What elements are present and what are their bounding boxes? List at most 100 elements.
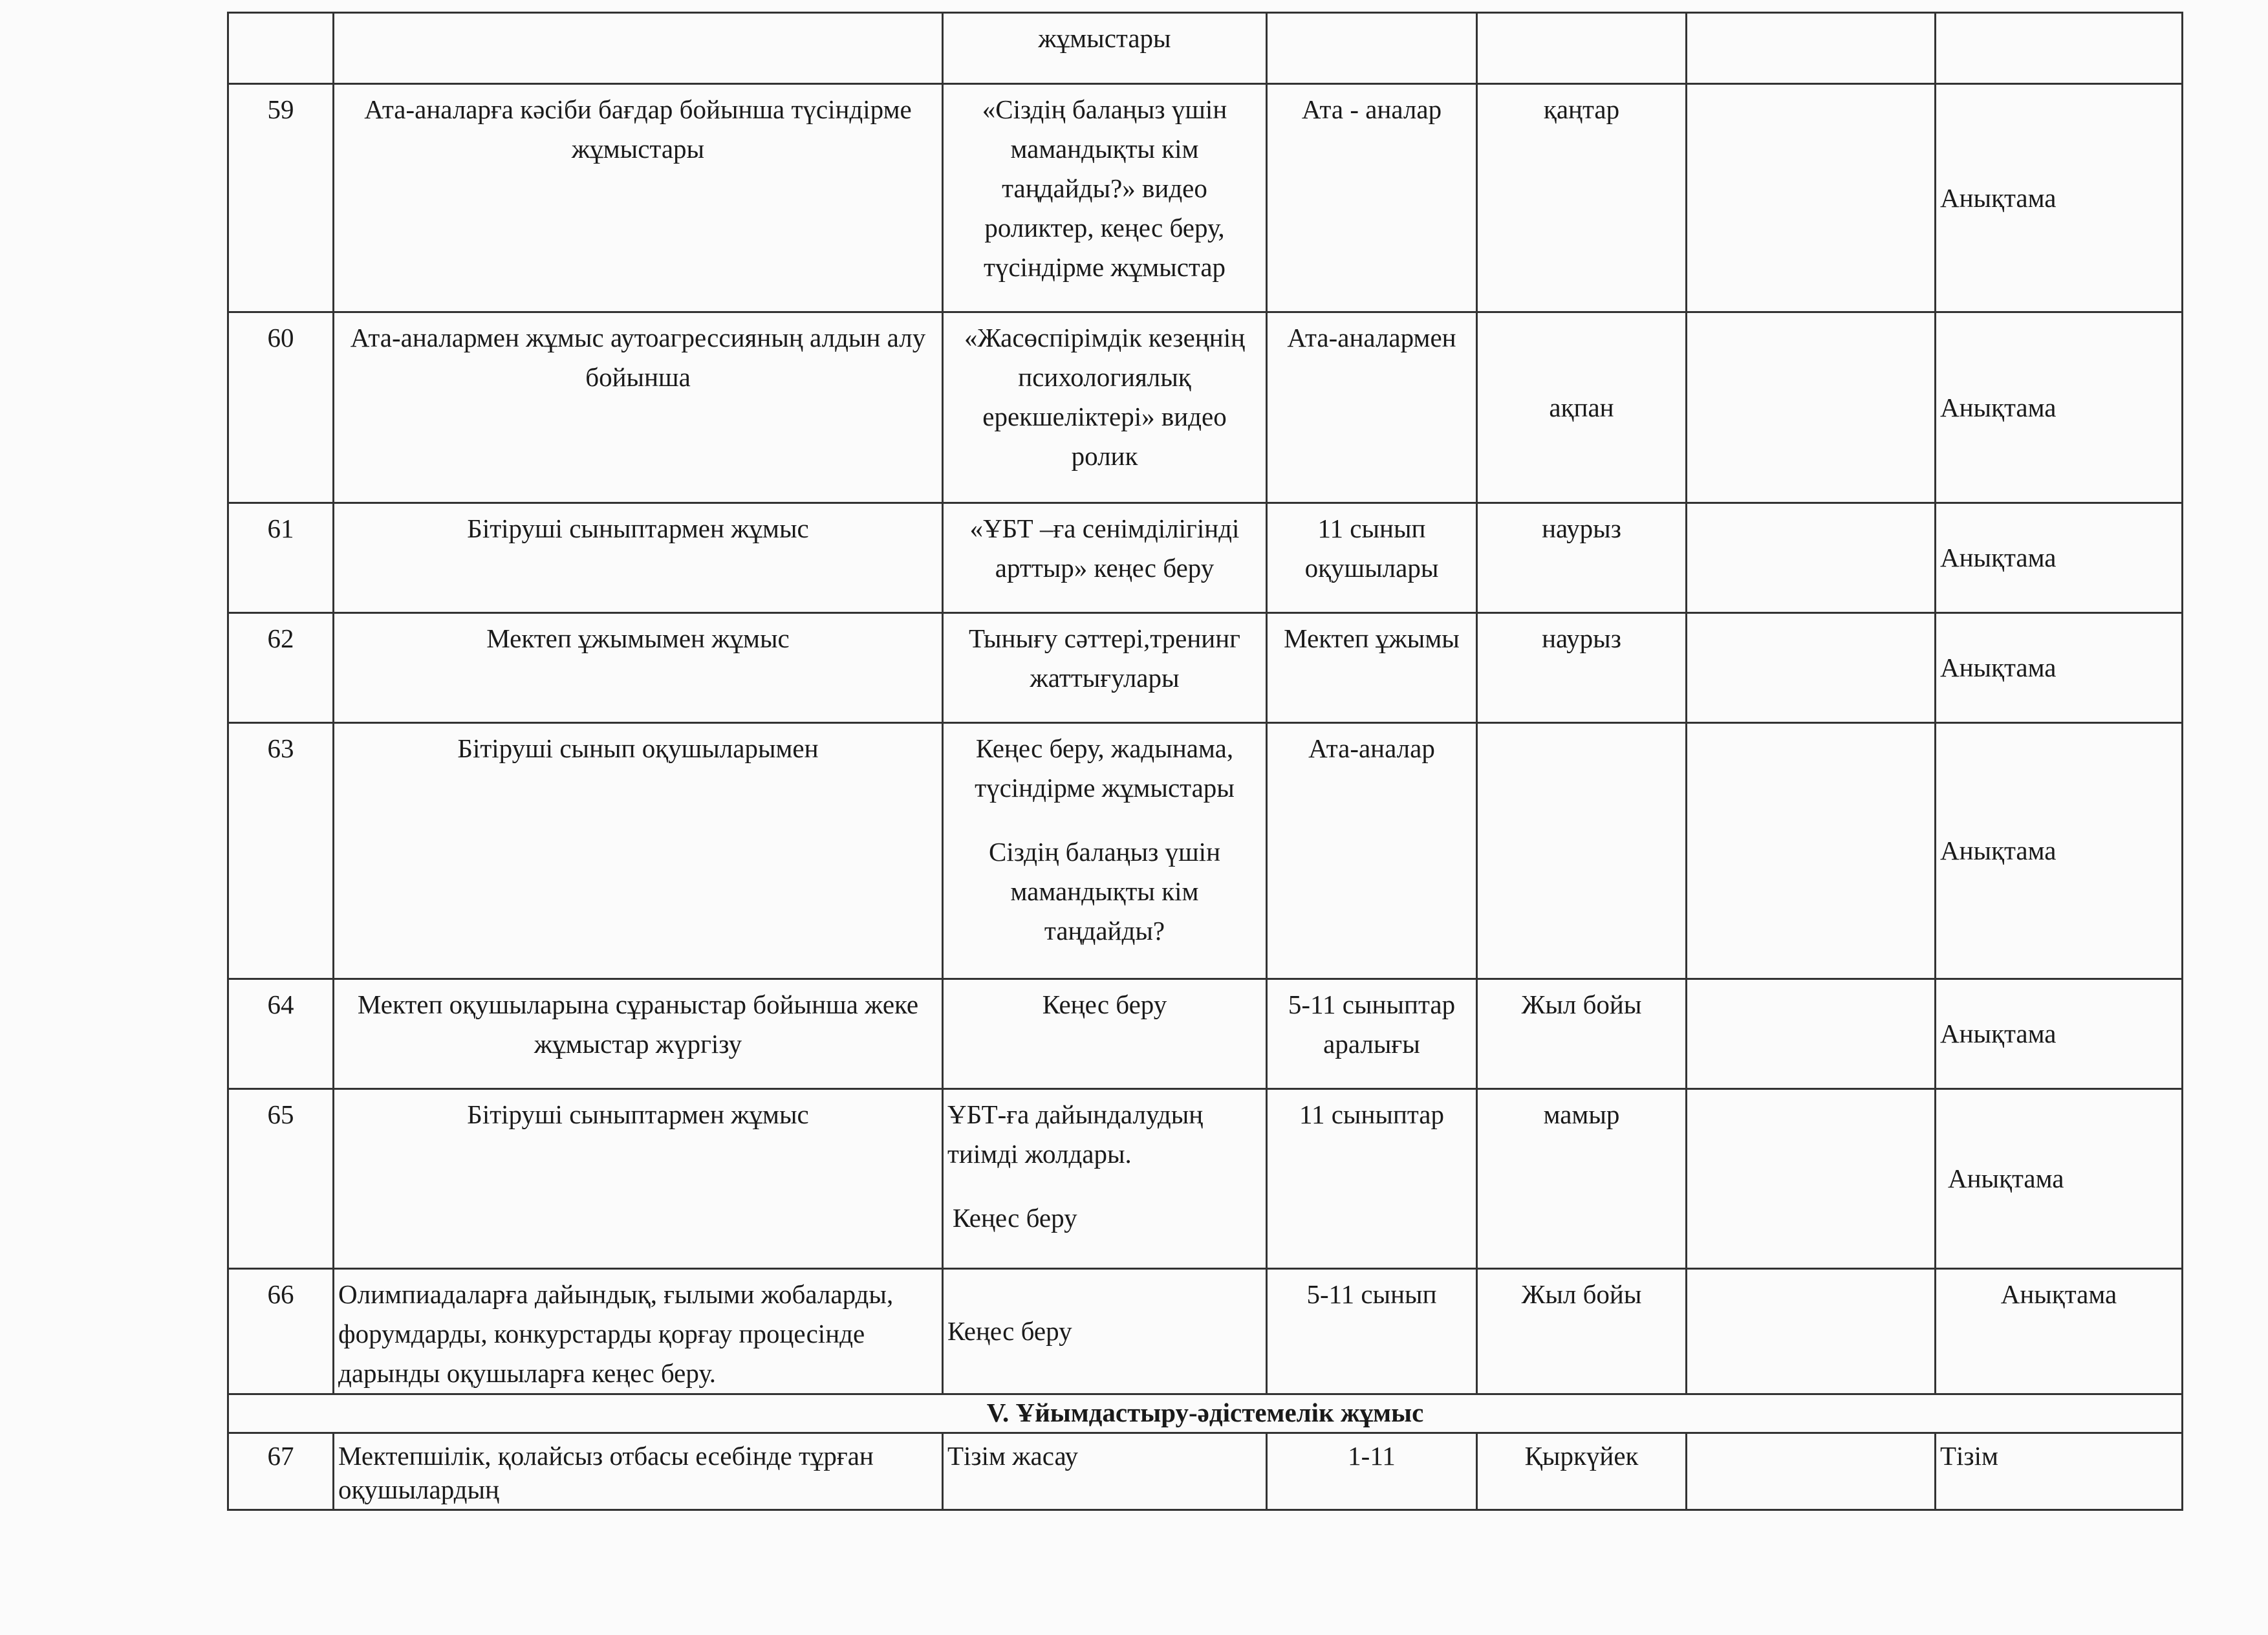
date-cell: Жыл бойы bbox=[1476, 978, 1687, 1090]
result-cell: Анықтама bbox=[1934, 722, 2183, 980]
responsible-cell bbox=[1685, 1268, 1936, 1395]
result-text: Анықтама bbox=[1940, 836, 2057, 865]
form-text: ҰБТ-ға дайындалудың тиімді жолдары. bbox=[947, 1099, 1204, 1169]
topic-cell: Бітіруші сынып оқушыларымен bbox=[332, 722, 944, 980]
audience-cell: Ата - аналар bbox=[1266, 83, 1478, 313]
responsible-cell bbox=[1685, 502, 1936, 614]
date-text: Жыл бойы bbox=[1521, 1279, 1642, 1309]
result-cell: Анықтама bbox=[1934, 83, 2183, 313]
result-text: Анықтама bbox=[1940, 392, 2057, 422]
date-cell bbox=[1476, 722, 1687, 980]
result-cell: Анықтама bbox=[1934, 612, 2183, 724]
date-cell: мамыр bbox=[1476, 1088, 1687, 1270]
topic-cell: Ата-аналармен жұмыс аутоагрессияның алды… bbox=[332, 311, 944, 504]
date-text: наурыз bbox=[1542, 623, 1621, 653]
row-number: 64 bbox=[227, 978, 334, 1090]
result-text: Анықтама bbox=[2000, 1279, 2117, 1309]
form-cell: Кеңес беру bbox=[942, 978, 1268, 1090]
table-row: 59 Ата-аналарға кәсіби бағдар бойынша түс… bbox=[227, 83, 2183, 313]
result-text: Анықтама bbox=[1940, 653, 2057, 682]
result-cell: Анықтама bbox=[1934, 1268, 2183, 1395]
row-number: 67 bbox=[227, 1432, 334, 1511]
form-cell: «Жасөспірімдік кезеңнің психологиялық ер… bbox=[942, 311, 1268, 504]
form-text: Кеңес беру, жадынама, түсіндірме жұмыста… bbox=[975, 733, 1235, 803]
date-text: мамыр bbox=[1543, 1099, 1620, 1129]
table-row: 66 Олимпиадаларға дайындық, ғылыми жобала… bbox=[227, 1268, 2183, 1395]
topic-cell: Бітіруші сыныптармен жұмыс bbox=[332, 1088, 944, 1270]
form-text: Сіздің балаңыз үшін мамандықты кім таңда… bbox=[988, 837, 1221, 946]
form-text: Кеңес беру bbox=[947, 1316, 1072, 1346]
result-text: Анықтама bbox=[1940, 182, 2057, 213]
table-row: 67 Мектепшілік, қолайсыз отбасы есебінде … bbox=[227, 1432, 2183, 1511]
form-cell: «ҰБТ –ға сенімділігінді арттыр» кеңес бе… bbox=[942, 502, 1268, 614]
row-number bbox=[227, 12, 334, 85]
plan-table: жұмыстары 59 Ата-аналарға кәсіби бағдар бо… bbox=[227, 12, 2183, 1511]
form-cell: Кеңес беру bbox=[942, 1268, 1268, 1395]
date-cell: наурыз bbox=[1476, 612, 1687, 724]
date-cell: қаңтар bbox=[1476, 83, 1687, 313]
audience-cell bbox=[1266, 12, 1478, 85]
topic-cell: Мектеп ұжымымен жұмыс bbox=[332, 612, 944, 724]
result-cell: Тізім bbox=[1934, 1432, 2183, 1511]
audience-cell: Ата-аналармен bbox=[1266, 311, 1478, 504]
date-text: Жыл бойы bbox=[1521, 990, 1642, 1019]
table-row: 65 Бітіруші сыныптармен жұмыс ҰБТ-ға дайын… bbox=[227, 1088, 2183, 1270]
responsible-cell bbox=[1685, 722, 1936, 980]
topic-cell: Бітіруші сыныптармен жұмыс bbox=[332, 502, 944, 614]
responsible-cell bbox=[1685, 1432, 1936, 1511]
result-cell: Анықтама bbox=[1934, 1088, 2183, 1270]
audience-cell: 5-11 сыныптар аралығы bbox=[1266, 978, 1478, 1090]
result-cell: Анықтама bbox=[1934, 978, 2183, 1090]
table-row: 63 Бітіруші сынып оқушыларымен Кеңес беру,… bbox=[227, 722, 2183, 980]
topic-cell: Мектепшілік, қолайсыз отбасы есебінде тұ… bbox=[332, 1432, 944, 1511]
form-text: «ҰБТ –ға сенімділігінді арттыр» кеңес бе… bbox=[969, 514, 1240, 583]
row-number: 61 bbox=[227, 502, 334, 614]
form-text: «Жасөспірімдік кезеңнің психологиялық ер… bbox=[964, 323, 1246, 471]
table-row: 62 Мектеп ұжымымен жұмыс Тынығу сәттері,тр… bbox=[227, 612, 2183, 724]
date-cell bbox=[1476, 12, 1687, 85]
audience-cell: 1-11 bbox=[1266, 1432, 1478, 1511]
topic-cell: Мектеп оқушыларына сұраныстар бойынша же… bbox=[332, 978, 944, 1090]
form-text: Кеңес беру bbox=[1042, 990, 1167, 1019]
form-cell: Кеңес беру, жадынама, түсіндірме жұмыста… bbox=[942, 722, 1268, 980]
responsible-cell bbox=[1685, 1088, 1936, 1270]
table-row: жұмыстары bbox=[227, 12, 2183, 85]
date-text: наурыз bbox=[1542, 514, 1621, 543]
form-text: Кеңес беру bbox=[953, 1203, 1077, 1233]
form-cell: ҰБТ-ға дайындалудың тиімді жолдары. Кеңес… bbox=[942, 1088, 1268, 1270]
form-text: Тынығу сәттері,тренинг жаттығулары bbox=[969, 623, 1240, 693]
form-cell: Тынығу сәттері,тренинг жаттығулары bbox=[942, 612, 1268, 724]
audience-cell: Ата-аналар bbox=[1266, 722, 1478, 980]
topic-cell: Олимпиадаларға дайындық, ғылыми жобалард… bbox=[332, 1268, 944, 1395]
row-number: 59 bbox=[227, 83, 334, 313]
date-cell: ақпан bbox=[1476, 311, 1687, 504]
result-cell bbox=[1934, 12, 2183, 85]
form-cell: жұмыстары bbox=[942, 12, 1268, 85]
audience-cell: 5-11 сынып bbox=[1266, 1268, 1478, 1395]
result-text: Анықтама bbox=[1940, 543, 2057, 572]
form-cell: «Сіздің балаңыз үшін мамандықты кім таңд… bbox=[942, 83, 1268, 313]
responsible-cell bbox=[1685, 12, 1936, 85]
form-text: жұмыстары bbox=[1038, 23, 1171, 53]
result-cell: Анықтама bbox=[1934, 502, 2183, 614]
date-cell: Жыл бойы bbox=[1476, 1268, 1687, 1395]
responsible-cell bbox=[1685, 612, 1936, 724]
row-number: 60 bbox=[227, 311, 334, 504]
row-number: 66 bbox=[227, 1268, 334, 1395]
section-row: V. Ұйымдастыру-әдістемелік жұмыс bbox=[227, 1393, 2183, 1434]
table-row: 61 Бітіруші сыныптармен жұмыс «ҰБТ –ға сен… bbox=[227, 502, 2183, 614]
audience-cell: 11 сынып оқушылары bbox=[1266, 502, 1478, 614]
date-text: қаңтар bbox=[1543, 94, 1620, 124]
result-text: Анықтама bbox=[1940, 1019, 2057, 1048]
audience-cell: Мектеп ұжымы bbox=[1266, 612, 1478, 724]
topic-cell bbox=[332, 12, 944, 85]
section-heading: V. Ұйымдастыру-әдістемелік жұмыс bbox=[227, 1393, 2183, 1434]
date-cell: Қыркүйек bbox=[1476, 1432, 1687, 1511]
responsible-cell bbox=[1685, 83, 1936, 313]
topic-cell: Ата-аналарға кәсіби бағдар бойынша түсін… bbox=[332, 83, 944, 313]
row-number: 65 bbox=[227, 1088, 334, 1270]
row-number: 62 bbox=[227, 612, 334, 724]
responsible-cell bbox=[1685, 978, 1936, 1090]
audience-cell: 11 сыныптар bbox=[1266, 1088, 1478, 1270]
row-number: 63 bbox=[227, 722, 334, 980]
